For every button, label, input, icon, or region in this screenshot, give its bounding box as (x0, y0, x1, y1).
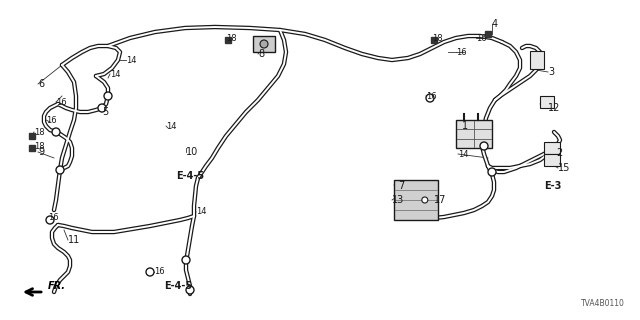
Text: 15: 15 (558, 163, 570, 173)
Bar (530, 51, 544, 69)
Text: 18: 18 (226, 34, 237, 43)
Text: 5: 5 (102, 107, 108, 117)
Text: 17: 17 (434, 195, 446, 205)
Circle shape (488, 168, 496, 176)
Text: 1: 1 (462, 121, 468, 131)
Circle shape (260, 40, 268, 48)
Text: 14: 14 (458, 149, 468, 158)
Bar (456, 120, 492, 148)
Text: 8: 8 (258, 49, 264, 59)
Bar (394, 180, 438, 220)
Circle shape (480, 142, 488, 150)
Circle shape (56, 166, 64, 174)
Text: 14: 14 (126, 55, 136, 65)
Text: 12: 12 (548, 103, 561, 113)
Circle shape (104, 92, 112, 100)
Text: 7: 7 (398, 181, 404, 191)
Bar (544, 142, 560, 154)
Text: FR.: FR. (48, 281, 66, 291)
Text: E-4-5: E-4-5 (164, 281, 192, 291)
Circle shape (98, 104, 106, 112)
Text: 4: 4 (492, 19, 498, 29)
Circle shape (146, 268, 154, 276)
Text: 16: 16 (46, 116, 56, 124)
Circle shape (186, 286, 194, 294)
Text: 16: 16 (476, 34, 486, 43)
Bar (544, 154, 560, 166)
Text: 9: 9 (38, 147, 44, 157)
Text: E-4-5: E-4-5 (176, 171, 204, 181)
Circle shape (426, 94, 434, 102)
Text: 14: 14 (196, 207, 207, 217)
Text: 16: 16 (48, 213, 59, 222)
Text: 2: 2 (556, 148, 563, 158)
Text: 6: 6 (38, 79, 44, 89)
Text: 10: 10 (186, 147, 198, 157)
Circle shape (422, 197, 428, 203)
Bar (253, 36, 275, 52)
Text: 18: 18 (34, 141, 45, 150)
Text: 14: 14 (110, 69, 120, 78)
Text: 18: 18 (34, 127, 45, 137)
Text: 18: 18 (432, 34, 443, 43)
Text: 3: 3 (548, 67, 554, 77)
Text: 16: 16 (456, 47, 467, 57)
Circle shape (182, 256, 190, 264)
Text: 16: 16 (154, 268, 164, 276)
Text: TVA4B0110: TVA4B0110 (581, 299, 625, 308)
Text: E-3: E-3 (544, 181, 561, 191)
Text: 16: 16 (56, 98, 67, 107)
Text: 14: 14 (166, 122, 177, 131)
Bar (540, 96, 554, 108)
Text: 13: 13 (392, 195, 404, 205)
Circle shape (46, 216, 54, 224)
Circle shape (52, 128, 60, 136)
Text: 16: 16 (426, 92, 436, 100)
Text: 11: 11 (68, 235, 80, 245)
